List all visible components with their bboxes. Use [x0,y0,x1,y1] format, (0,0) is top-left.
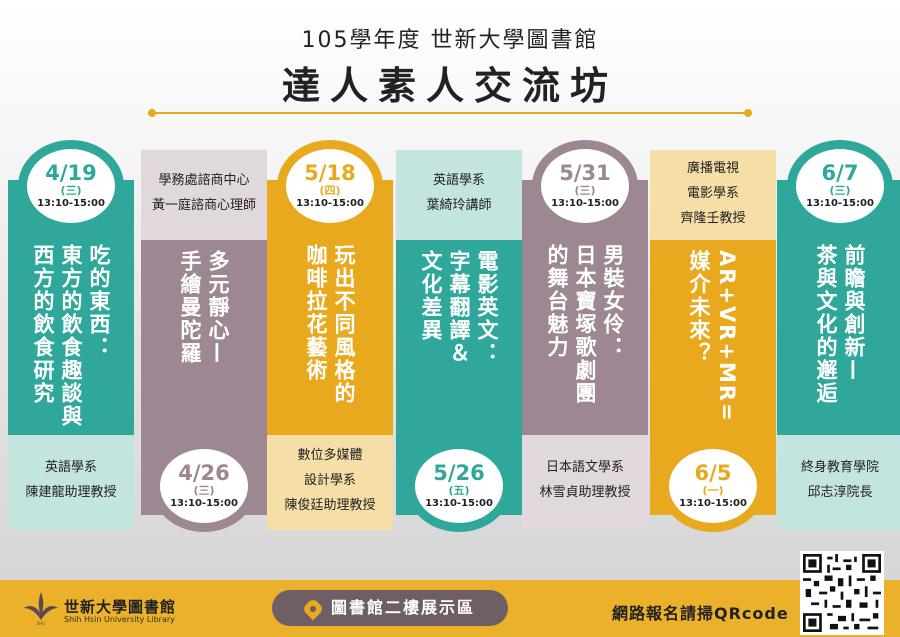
session-title: 的舞台魅力 日本寶塚歌劇團 男裝女伶： [545,244,625,405]
library-english-name: Shih Hsin University Library [64,615,175,624]
date-badge-0526: 5/26 (五) 13:10-15:00 [406,440,512,532]
speaker-info: 學務處諮商中心 黃一庭諮商心理師 [141,150,267,240]
title-divider [152,112,748,114]
session-card-0531[interactable]: 的舞台魅力 日本寶塚歌劇團 男裝女伶： 日本語文學系 林雪貞助理教授 [522,180,648,560]
session-card-0518[interactable]: 咖啡拉花藝術 玩出不同風格的 數位多媒體 設計學系 陳俊廷助理教授 [267,180,393,560]
speaker-info: 日本語文學系 林雪貞助理教授 [522,435,648,530]
location-pin-icon [301,597,325,620]
session-title: 茶與文化的邂逅 前瞻與創新— [814,244,866,405]
svg-text:SHU: SHU [37,621,46,626]
library-logo: SHU [24,592,58,626]
speaker-info: 廣播電視 電影學系 齊隆壬教授 [650,150,776,240]
session-title: 手繪曼陀羅 多元靜心— [178,250,230,365]
speaker-info: 英語學系 陳建龍助理教授 [8,435,134,530]
date-badge-0518: 5/18 (四) 13:10-15:00 [277,140,383,232]
speaker-info: 數位多媒體 設計學系 陳俊廷助理教授 [267,435,393,530]
divider-dot [744,109,752,117]
session-card-0607[interactable]: 茶與文化的邂逅 前瞻與創新— 終身教育學院 邱志淳院長 [777,180,900,560]
session-title: 咖啡拉花藝術 玩出不同風格的 [304,244,356,405]
session-title: 西方的飲食研究 東方的飲食趣談與 吃的東西： [31,244,111,428]
date-badge-0607: 6/7 (三) 13:10-15:00 [787,140,893,232]
library-name: 世新大學圖書館 [64,598,177,616]
header-subtitle: 105學年度 世新大學圖書館 [301,28,599,53]
speaker-info: 英語學系 葉綺玲講師 [396,150,522,240]
date-badge-0531: 5/31 (三) 13:10-15:00 [532,140,638,232]
location-text: 圖書館二樓展示區 [330,598,475,617]
speaker-info: 終身教育學院 邱志淳院長 [777,435,900,530]
session-title: 文化差異 字幕翻譯＆ 電影英文： [419,250,499,365]
date-badge-0419: 4/19 (三) 13:10-15:00 [18,140,124,232]
date-badge-0426: 4/26 (三) 13:10-15:00 [151,440,257,532]
location-badge: 圖書館二樓展示區 [272,590,508,626]
session-title: 媒介未來？ AR+VR+MR= [687,250,739,423]
qr-code[interactable] [800,551,884,635]
page-title: 達人素人交流坊 [281,64,618,108]
qr-instruction: 網路報名請掃QRcode [612,604,789,623]
date-badge-0605: 6/5 (一) 13:10-15:00 [660,440,766,532]
session-card-0419[interactable]: 西方的飲食研究 東方的飲食趣談與 吃的東西： 英語學系 陳建龍助理教授 [8,180,134,560]
